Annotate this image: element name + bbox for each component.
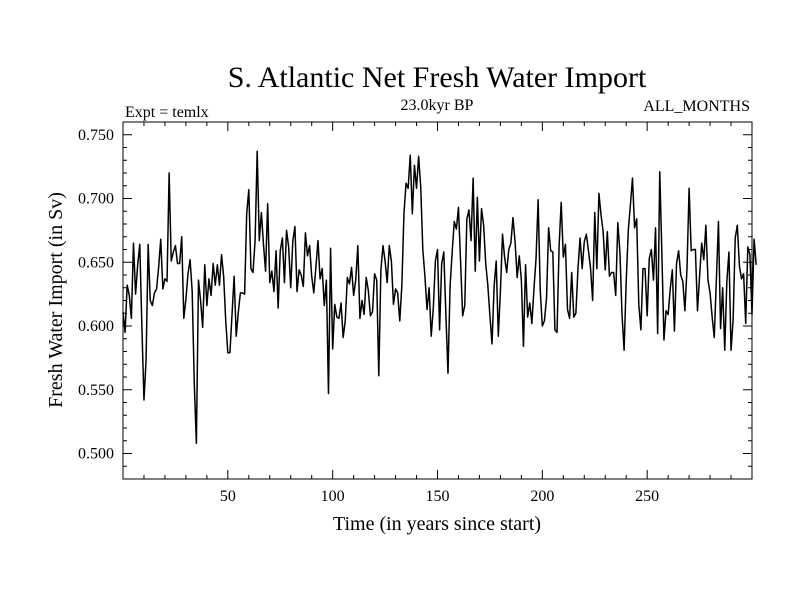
period-label: 23.0kyr BP (401, 97, 474, 114)
y-tick-label: 0.650 (78, 254, 114, 271)
y-axis-label: Fresh Water Import (in Sv) (45, 192, 67, 408)
y-tick-label: 0.750 (78, 127, 114, 144)
x-tick-label: 150 (426, 488, 450, 505)
y-tick-label: 0.700 (78, 191, 114, 208)
x-tick-label: 200 (530, 488, 554, 505)
months-label: ALL_MONTHS (643, 98, 750, 115)
y-tick-label: 0.500 (78, 446, 114, 463)
y-tick-label: 0.550 (78, 382, 114, 399)
x-tick-label: 250 (635, 488, 659, 505)
axis-ticks: 50 100 150 200 250 0.500 0.550 0.600 0.650 0.700 0… (78, 122, 752, 505)
y-tick-label: 0.600 (78, 318, 114, 335)
chart-title: S. Atlantic Net Fresh Water Import (228, 61, 647, 94)
plot-frame (122, 121, 753, 480)
x-tick-label: 50 (220, 488, 236, 505)
experiment-label: Expt = temlx (125, 104, 209, 121)
x-tick-label: 100 (321, 488, 345, 505)
x-axis-label: Time (in years since start) (333, 513, 541, 535)
series-line (122, 150, 757, 445)
